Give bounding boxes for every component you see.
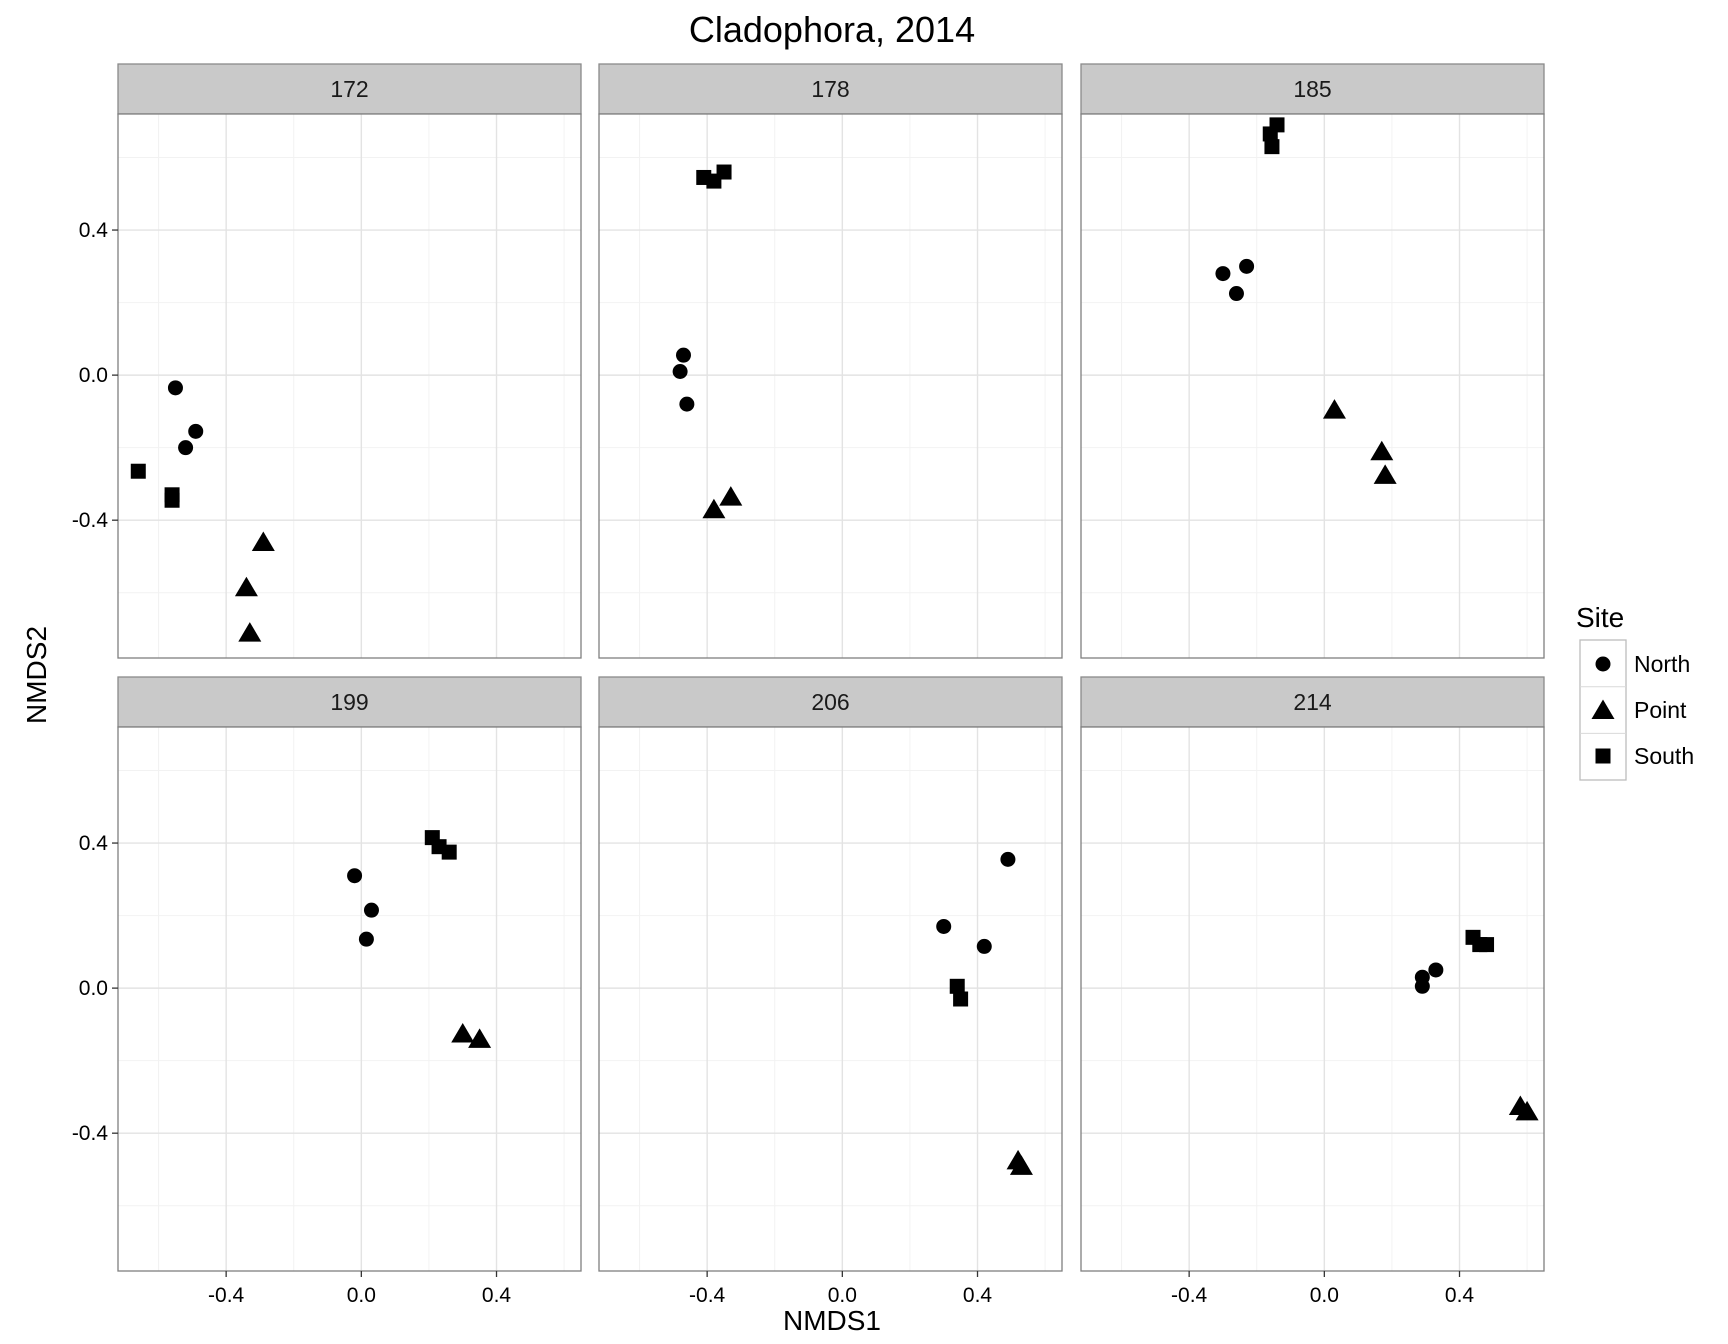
facet-panel-214: 214 -0.4 0.0 0.4	[1080, 676, 1545, 1307]
y-tick-label: -0.4	[72, 1122, 109, 1145]
point-north	[167, 380, 183, 396]
facet-strip-label: 185	[1293, 76, 1331, 102]
panel-border	[1080, 113, 1545, 659]
panel-border	[117, 113, 582, 659]
point-point	[451, 1022, 475, 1043]
facet-strip-label: 214	[1293, 689, 1332, 715]
y-tick-label: 0.0	[79, 364, 108, 387]
point-point	[468, 1028, 492, 1048]
facet-strip-label: 172	[330, 76, 368, 102]
facet-panel-185: 185	[1080, 63, 1545, 659]
x-tick-label: 0.0	[1310, 1284, 1339, 1307]
point-north	[347, 868, 363, 884]
y-tick-label: -0.4	[72, 509, 109, 532]
point-north	[188, 423, 204, 439]
point-south	[164, 492, 180, 508]
facet-strip	[117, 63, 582, 115]
point-north	[936, 918, 952, 934]
y-axis-title: NMDS2	[21, 626, 52, 724]
facet-strip	[117, 676, 582, 728]
legend: Site North Point South	[1576, 602, 1694, 781]
panel-border	[598, 726, 1063, 1272]
legend-title: Site	[1576, 602, 1624, 633]
point-north	[976, 938, 992, 954]
point-north	[358, 931, 374, 947]
legend-key-north	[1595, 656, 1611, 672]
point-north	[679, 396, 695, 412]
facet-panels: 172 0.4 0.0 -0.4 178 185 199 0.4 0.0 -0.4 -0.4 0.0 0…	[72, 63, 1545, 1307]
point-north	[672, 363, 688, 379]
point-point	[1370, 440, 1394, 461]
legend-key-south	[1595, 748, 1611, 764]
facet-panel-178: 178	[598, 63, 1063, 659]
facet-panel-206: 206 -0.4 0.0 0.4	[598, 676, 1063, 1307]
x-axis-title: NMDS1	[783, 1305, 881, 1336]
point-north	[675, 347, 691, 363]
y-tick-label: 0.4	[79, 219, 109, 242]
point-north	[1414, 978, 1430, 994]
plot-background	[1081, 114, 1544, 658]
point-south	[953, 991, 969, 1007]
x-tick-label: 0.4	[963, 1284, 993, 1307]
point-north	[1228, 286, 1244, 302]
facet-panel-199: 199 0.4 0.0 -0.4 -0.4 0.0 0.4	[72, 676, 582, 1307]
plot-background	[118, 727, 581, 1271]
point-south	[1264, 139, 1280, 155]
point-north	[178, 440, 194, 456]
x-tick-label: -0.4	[208, 1284, 245, 1307]
y-tick-label: 0.4	[79, 832, 109, 855]
x-tick-label: 0.0	[347, 1284, 376, 1307]
point-north	[1428, 962, 1444, 978]
chart-title: Cladophora, 2014	[689, 9, 975, 50]
facet-strip	[598, 63, 1063, 115]
facet-strip-label: 206	[811, 689, 849, 715]
point-point	[1322, 399, 1346, 419]
plot-background	[599, 114, 1062, 658]
y-tick-label: 0.0	[79, 977, 108, 1000]
point-point	[251, 531, 275, 551]
facet-strip	[1080, 63, 1545, 115]
point-north	[363, 902, 379, 918]
facet-panel-172: 172 0.4 0.0 -0.4	[72, 63, 582, 659]
plot-background	[118, 114, 581, 658]
point-point	[1515, 1100, 1539, 1121]
point-south	[716, 164, 732, 180]
point-south	[130, 463, 146, 479]
panel-border	[1080, 726, 1545, 1272]
point-south	[1479, 937, 1495, 953]
facet-strip	[1080, 676, 1545, 728]
legend-label-north: North	[1634, 651, 1690, 677]
facet-strip	[598, 676, 1063, 728]
plot-background	[1081, 727, 1544, 1271]
x-tick-label: -0.4	[689, 1284, 726, 1307]
legend-key-point	[1591, 699, 1615, 719]
panel-border	[598, 113, 1063, 659]
facet-strip-label: 199	[330, 689, 368, 715]
point-south	[949, 978, 965, 994]
point-point	[234, 576, 258, 597]
facet-strip-label: 178	[811, 76, 849, 102]
x-tick-label: 0.0	[828, 1284, 857, 1307]
point-south	[441, 844, 457, 860]
point-north	[1215, 266, 1231, 282]
panel-border	[117, 726, 582, 1272]
point-south	[1262, 126, 1278, 142]
point-point	[702, 498, 726, 519]
point-point	[1009, 1155, 1033, 1175]
x-tick-label: -0.4	[1171, 1284, 1208, 1307]
x-tick-label: 0.4	[1445, 1284, 1475, 1307]
point-point	[1373, 464, 1397, 484]
plot-background	[599, 727, 1062, 1271]
legend-label-south: South	[1634, 743, 1694, 769]
point-north	[1000, 851, 1016, 867]
legend-label-point: Point	[1634, 697, 1687, 723]
point-point	[238, 622, 262, 642]
point-north	[1239, 258, 1255, 274]
x-tick-label: 0.4	[482, 1284, 512, 1307]
point-point	[719, 486, 743, 506]
